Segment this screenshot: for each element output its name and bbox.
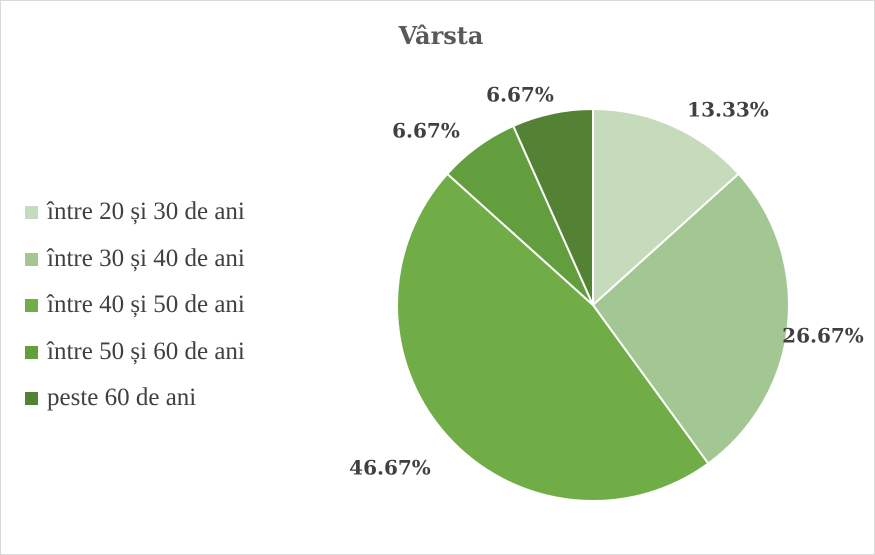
legend-label-30-40: între 30 și 40 de ani [47, 244, 245, 272]
legend-label-20-30: între 20 și 30 de ani [47, 198, 245, 225]
chart-title: Vârsta [398, 21, 484, 50]
data-label-40-50: 46.67% [349, 456, 431, 480]
legend-label-40-50: între 40 și 50 de ani [47, 291, 245, 318]
pie-slice-peste-60 [511, 107, 594, 306]
data-label-30-40: 26.67% [782, 324, 864, 348]
legend-swatch-30-40 [25, 252, 38, 266]
legend-swatch-20-30 [25, 206, 38, 219]
pie-slice-30-40 [591, 172, 790, 465]
pie-slice-20-30 [592, 107, 741, 308]
pie-data-labels: 13.33% 26.67% 46.67% 6.67% 6.67% [349, 83, 864, 480]
data-label-20-30: 13.33% [687, 98, 769, 122]
legend-swatch-40-50 [25, 299, 38, 312]
legend-swatch-peste-60 [25, 392, 38, 405]
legend-label-peste-60: peste 60 de ani [47, 384, 197, 411]
legend-label-50-60: între 50 și 60 de ani [47, 337, 245, 365]
legend-swatch-50-60 [25, 345, 38, 359]
pie-slices [396, 107, 790, 502]
data-label-peste-60: 6.67% [486, 83, 554, 107]
data-label-50-60: 6.67% [392, 119, 460, 143]
pie-slice-40-50 [396, 172, 710, 502]
